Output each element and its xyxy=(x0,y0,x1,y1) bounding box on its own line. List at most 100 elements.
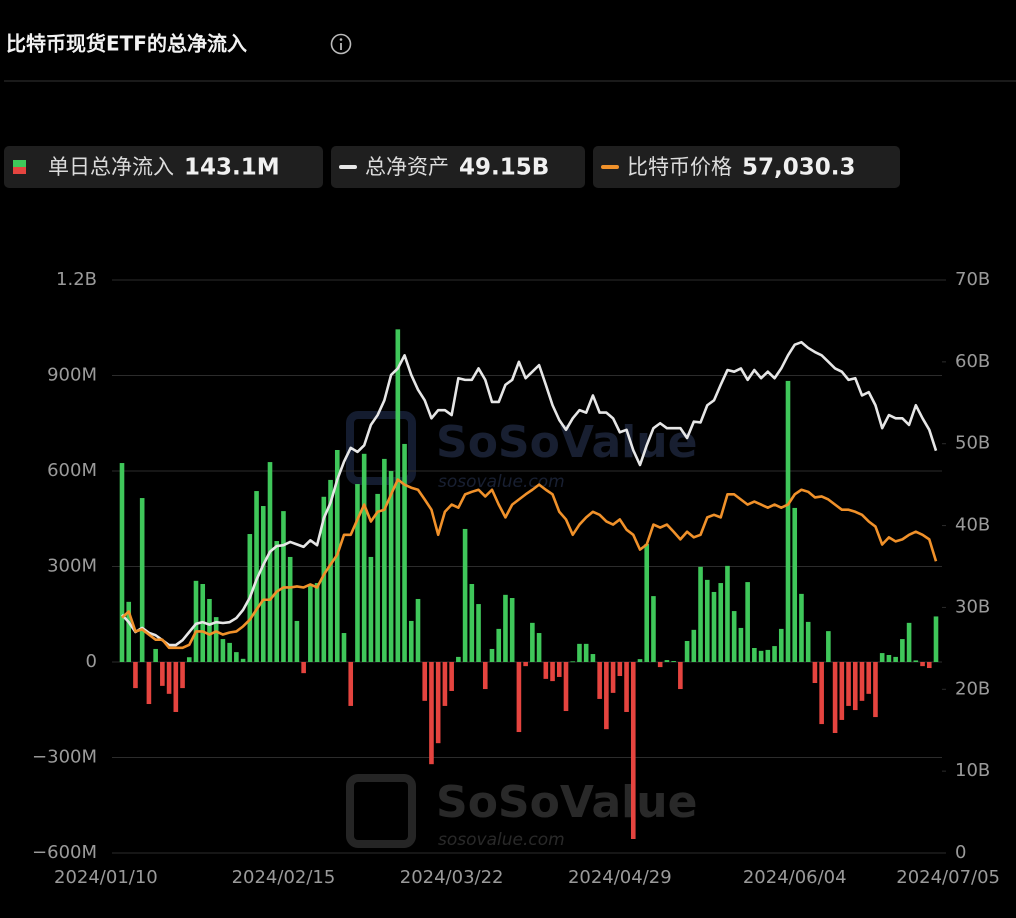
bar xyxy=(442,662,448,706)
y-tick-label: −600M xyxy=(32,842,97,863)
bar xyxy=(738,627,744,662)
bar xyxy=(758,650,764,662)
bar xyxy=(180,662,185,689)
bar xyxy=(314,583,320,662)
bar xyxy=(422,662,428,701)
legend-item[interactable]: 单日总净流入 143.1M xyxy=(4,146,323,188)
bar xyxy=(240,658,246,662)
y-tick-label: 0 xyxy=(86,651,97,672)
bar xyxy=(543,662,549,679)
bar xyxy=(193,580,199,662)
bar xyxy=(852,662,858,711)
line-series xyxy=(121,340,938,647)
bar xyxy=(146,662,152,705)
bar xyxy=(530,622,535,662)
x-tick-label: 2024/01/10 xyxy=(54,867,158,888)
bar xyxy=(503,594,508,662)
bar xyxy=(368,556,374,662)
y2-tick-label: 30B xyxy=(955,596,990,617)
bar xyxy=(355,484,360,662)
bar xyxy=(482,662,488,690)
legend-item[interactable]: 总净资产 49.15B xyxy=(331,146,585,188)
bar xyxy=(604,662,609,730)
bar xyxy=(489,648,495,662)
bar xyxy=(792,507,798,662)
bar xyxy=(691,629,697,662)
bar xyxy=(799,593,804,662)
y-tick-label: 600M xyxy=(47,460,97,481)
bar xyxy=(119,463,125,662)
bar xyxy=(597,662,602,699)
bar xyxy=(341,633,347,662)
bar xyxy=(516,662,522,733)
bar xyxy=(408,620,414,662)
legend-label: 比特币价格 xyxy=(627,155,732,179)
legend-label: 总净资产 xyxy=(365,155,449,179)
y2-tick-label: 10B xyxy=(955,760,990,781)
bar xyxy=(220,639,226,662)
legend-item[interactable]: 比特币价格 57,030.3 xyxy=(593,146,900,188)
bar xyxy=(704,579,710,662)
legend-pill xyxy=(4,146,323,188)
bar xyxy=(476,604,481,662)
bar xyxy=(651,596,656,662)
bar xyxy=(260,506,266,662)
bar xyxy=(745,582,750,662)
bar xyxy=(395,329,401,662)
bar xyxy=(139,498,145,662)
x-tick-label: 2024/04/29 xyxy=(568,867,672,888)
bar xyxy=(785,380,791,662)
x-tick-label: 2024/03/22 xyxy=(400,867,504,888)
y2-tick-label: 70B xyxy=(955,269,990,290)
bar xyxy=(287,556,293,662)
bar xyxy=(678,662,683,690)
legend-swatch xyxy=(13,167,26,174)
info-icon[interactable] xyxy=(330,33,352,55)
bar xyxy=(590,654,596,662)
legend-pill xyxy=(331,146,585,188)
x-tick-label: 2024/06/04 xyxy=(743,867,847,888)
y2-tick-label: 0 xyxy=(955,842,966,863)
bar xyxy=(166,662,172,694)
bar xyxy=(725,565,730,662)
chart-title: 比特币现货ETF的总净流入 xyxy=(6,32,247,56)
bar xyxy=(644,543,650,662)
bar xyxy=(402,443,407,662)
bar xyxy=(577,643,582,662)
legend-value: 57,030.3 xyxy=(742,155,856,181)
bar xyxy=(388,471,394,662)
bar xyxy=(328,479,333,662)
bar xyxy=(160,662,165,686)
bar xyxy=(321,496,327,662)
bar xyxy=(920,662,925,667)
bar xyxy=(698,566,703,662)
bar xyxy=(832,662,838,733)
bar xyxy=(213,617,219,662)
bar xyxy=(550,662,555,682)
bar xyxy=(671,661,676,662)
watermark-url: sosovalue.com xyxy=(438,472,565,492)
bar xyxy=(778,628,784,662)
bar xyxy=(839,662,845,720)
bar xyxy=(906,622,912,662)
watermark-logo xyxy=(346,774,416,848)
bar xyxy=(496,628,502,662)
y2-tick-label: 60B xyxy=(955,351,990,372)
bar xyxy=(873,662,878,718)
bar xyxy=(382,458,387,662)
info-dot xyxy=(339,38,343,41)
y2-tick-label: 40B xyxy=(955,515,990,536)
bar xyxy=(765,649,771,662)
bar xyxy=(664,660,670,662)
bar xyxy=(657,662,663,668)
bar xyxy=(435,662,441,744)
bar xyxy=(267,462,273,662)
bar xyxy=(866,662,872,694)
bar xyxy=(429,662,434,765)
bar xyxy=(274,541,280,662)
info-circle xyxy=(330,33,352,55)
bar xyxy=(711,591,717,662)
bar xyxy=(805,621,811,662)
x-tick-label: 2024/02/15 xyxy=(232,867,336,888)
